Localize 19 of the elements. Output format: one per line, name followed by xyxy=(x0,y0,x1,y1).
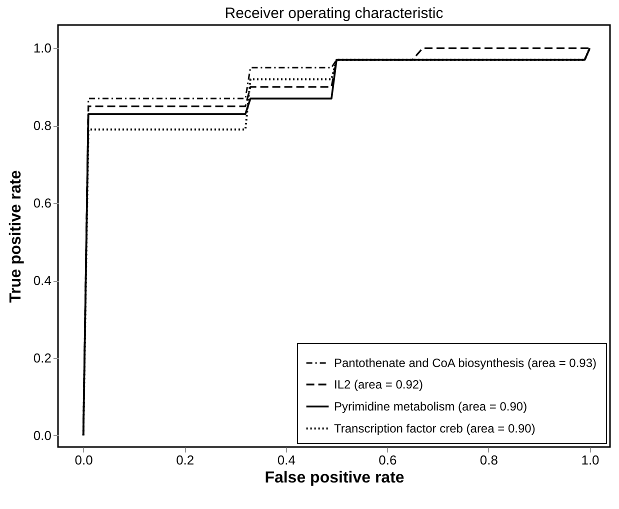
legend-label: Pantothenate and CoA biosynthesis (area = 0.93) xyxy=(334,356,597,370)
y-tick-label: 1.0 xyxy=(33,40,52,56)
y-axis-title: True positive rate xyxy=(7,170,24,303)
y-tick-label: 0.8 xyxy=(33,118,52,134)
x-tick-label: 0.4 xyxy=(277,452,296,468)
chart-title: Receiver operating characteristic xyxy=(224,5,444,22)
x-tick-label: 0.0 xyxy=(74,452,93,468)
x-tick-label: 0.6 xyxy=(378,452,397,468)
x-tick-label: 1.0 xyxy=(581,452,600,468)
x-tick-label: 0.2 xyxy=(176,452,194,468)
legend-label: Transcription factor creb (area = 0.90) xyxy=(334,422,536,436)
y-tick-label: 0.6 xyxy=(33,196,52,211)
y-tick-label: 0.4 xyxy=(33,273,52,288)
legend-label: IL2 (area = 0.92) xyxy=(334,378,424,392)
legend-label: Pyrimidine metabolism (area = 0.90) xyxy=(334,400,528,414)
x-tick-label: 0.8 xyxy=(480,452,498,468)
y-tick-label: 0.2 xyxy=(33,350,52,366)
x-axis-title: False positive rate xyxy=(264,470,404,486)
y-tick-label: 0.0 xyxy=(33,428,52,443)
